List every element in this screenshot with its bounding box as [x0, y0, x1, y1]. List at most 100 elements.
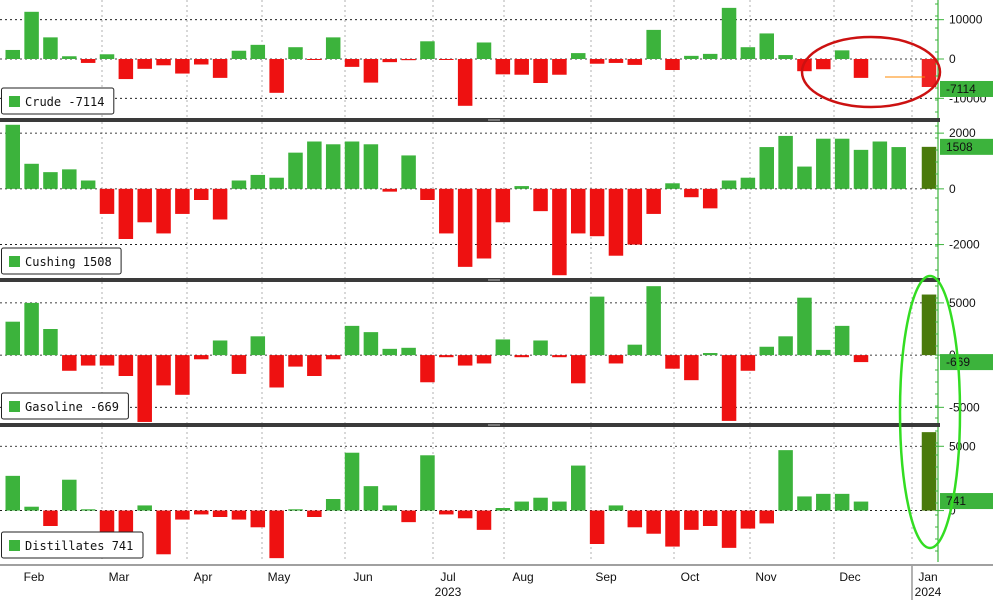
bar [325, 37, 341, 59]
bar [420, 455, 435, 511]
bar [382, 59, 397, 63]
bar [702, 188, 718, 209]
bar [43, 329, 58, 356]
month-label: Oct [681, 570, 700, 584]
bar [571, 53, 586, 59]
bar [344, 141, 360, 189]
bar [288, 509, 303, 511]
value-tag-label: -7114 [946, 82, 976, 96]
month-label: Jan [918, 570, 937, 584]
bar [627, 510, 643, 528]
legend-box [1, 531, 144, 559]
bar [307, 141, 322, 189]
bar [721, 355, 737, 421]
bar [684, 355, 699, 381]
bar [382, 188, 397, 192]
red-highlight-ellipse [800, 35, 942, 109]
bar [816, 138, 831, 189]
month-axis: Feb Mar Apr May Jun Jul Aug Sep Oct Nov Dec Jan [0, 564, 993, 584]
bar [740, 355, 756, 371]
value-tag [940, 138, 993, 155]
bar [175, 510, 190, 520]
bar [608, 505, 624, 511]
bar [231, 355, 247, 374]
bar [439, 188, 454, 234]
legend-label: Gasoline -669 [25, 400, 119, 414]
legend-label: Cushing 1508 [25, 255, 112, 269]
bar [495, 339, 511, 356]
bar [288, 152, 303, 189]
bar [344, 59, 360, 67]
y-tick-label: -2000 [949, 238, 980, 252]
month-label: Aug [512, 570, 533, 584]
bar [382, 348, 397, 356]
bar [646, 510, 661, 534]
bar [420, 188, 435, 200]
bar [212, 188, 228, 220]
bar [684, 510, 699, 530]
bar [194, 510, 209, 515]
bar [759, 510, 774, 524]
bar [589, 510, 605, 544]
bar [439, 355, 454, 358]
bar [702, 53, 718, 59]
bar [891, 147, 906, 189]
bar [589, 296, 605, 356]
bar [43, 172, 58, 189]
month-label: Feb [24, 570, 45, 584]
bar [363, 332, 379, 356]
value-tag [940, 80, 993, 97]
bar [495, 508, 511, 511]
bar [608, 355, 624, 364]
bar [250, 44, 266, 59]
bar [514, 501, 529, 511]
bar [194, 188, 209, 200]
month-label: Sep [595, 570, 617, 584]
bar [250, 174, 266, 189]
bar [627, 188, 643, 245]
legend-swatch [9, 540, 20, 551]
bar [156, 355, 171, 386]
bar [344, 452, 360, 511]
bar [231, 180, 247, 189]
bar [816, 493, 831, 511]
bar [495, 188, 511, 223]
y-tick-label: 5000 [949, 439, 976, 453]
bar [231, 50, 247, 59]
bar [533, 188, 548, 212]
bar [156, 188, 171, 234]
bar [740, 177, 756, 189]
bar [250, 336, 266, 356]
bar [288, 47, 303, 59]
bar [740, 510, 756, 529]
bar [646, 286, 661, 356]
bar [420, 41, 435, 59]
y-tick-label: -5000 [949, 400, 980, 414]
bar [212, 59, 228, 78]
month-label: Jun [353, 570, 372, 584]
bar [80, 59, 96, 63]
bar [702, 353, 718, 356]
month-label: Mar [109, 570, 130, 584]
bar [401, 347, 416, 356]
bar [533, 59, 548, 83]
bar [853, 355, 869, 363]
bar [702, 510, 718, 526]
bar [921, 146, 937, 189]
bar [514, 355, 529, 358]
bar [118, 188, 134, 239]
bar [137, 188, 152, 223]
value-tag [940, 354, 993, 371]
bar [457, 59, 473, 106]
bar [24, 302, 39, 356]
green-highlight-ellipse [898, 274, 962, 550]
bar [721, 510, 737, 548]
bar [721, 180, 737, 189]
bar [834, 50, 850, 59]
bar [552, 501, 567, 511]
bar [627, 344, 643, 356]
bar [5, 475, 20, 511]
bar [401, 155, 416, 189]
